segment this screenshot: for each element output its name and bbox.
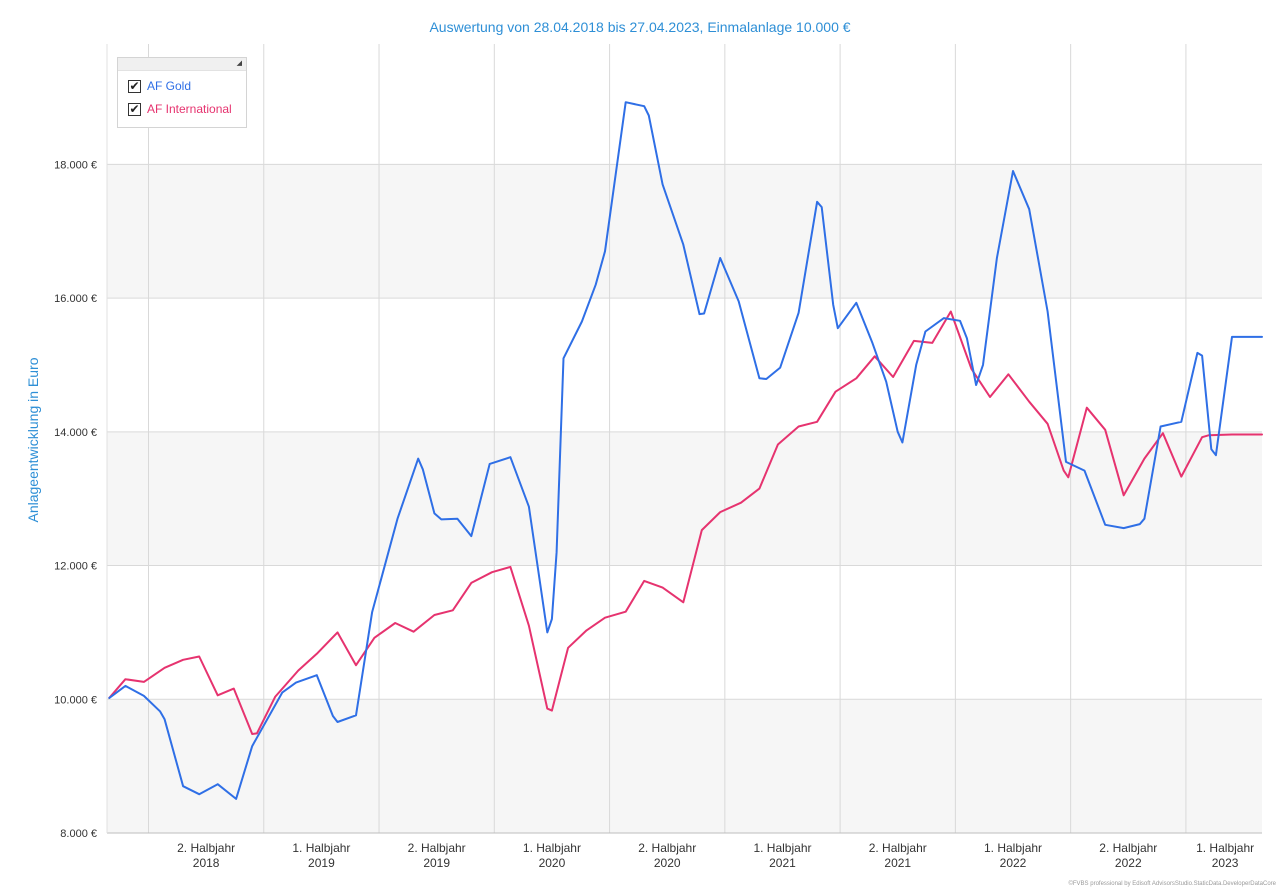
legend-label-af-international: AF International [147,102,232,116]
x-tick-label-8-half: 2. Halbjahr [1099,841,1157,855]
checkbox-af-gold[interactable]: ✔ [128,78,141,93]
y-axis-label: Anlageentwicklung in Euro [25,357,41,522]
y-tick-label-16000: 16.000 € [54,293,97,305]
legend-item-af-gold[interactable]: ✔ AF Gold [128,78,191,94]
plot-bands [107,164,1262,833]
series-lines [108,101,1263,800]
x-tick-label-9-year: 2023 [1212,856,1239,870]
y-tick-label-14000: 14.000 € [54,427,97,439]
copyright-footer: ©FVBS professional by Edisoft AdvisorsSt… [1068,881,1276,887]
band-12000 [107,431,1262,566]
band-16000 [107,164,1262,299]
y-tick-label-12000: 12.000 € [54,561,97,573]
x-tick-label-4-half: 2. Halbjahr [638,841,696,855]
x-tick-label-2-year: 2019 [423,856,450,870]
y-tick-labels: 8.000 € 10.000 € 12.000 € 14.000 € 16.000 € 1… [54,159,97,840]
x-tick-label-8-year: 2022 [1115,856,1142,870]
y-tick-label-18000: 18.000 € [54,159,97,171]
x-tick-label-0-half: 2. Halbjahr [177,841,235,855]
x-tick-label-6-year: 2021 [884,856,911,870]
resize-grip-icon[interactable]: ◢ [236,60,242,67]
chart-title: Auswertung von 28.04.2018 bis 27.04.2023… [429,19,850,35]
x-tick-label-7-year: 2022 [1000,856,1027,870]
x-tick-label-0-year: 2018 [193,856,220,870]
axes [106,44,1262,834]
vertical-gridlines [147,44,1187,833]
series-line-af-gold [108,101,1263,800]
legend-label-af-gold: AF Gold [147,79,192,93]
x-tick-label-2-half: 2. Halbjahr [408,841,466,855]
legend-header[interactable]: ◢ [118,58,246,71]
legend-item-af-international[interactable]: ✔ AF International [128,101,232,117]
series-line-af-international [108,310,1263,735]
band-8000 [107,699,1262,833]
x-tick-label-7-half: 1. Halbjahr [984,841,1042,855]
x-tick-label-5-year: 2021 [769,856,796,870]
x-tick-label-4-year: 2020 [654,856,681,870]
checkbox-af-international[interactable]: ✔ [128,101,141,116]
x-tick-label-6-half: 2. Halbjahr [869,841,927,855]
y-tick-label-10000: 10.000 € [54,694,97,706]
x-tick-label-3-half: 1. Halbjahr [523,841,581,855]
x-tick-label-1-half: 1. Halbjahr [292,841,350,855]
x-tick-label-5-half: 1. Halbjahr [753,841,811,855]
x-tick-label-9-half: 1. Halbjahr [1196,841,1254,855]
x-tick-label-1-year: 2019 [308,856,335,870]
y-tick-label-8000: 8.000 € [60,828,97,840]
x-tick-label-3-year: 2020 [539,856,566,870]
legend: ◢ ✔ AF Gold ✔ AF International [117,57,247,128]
